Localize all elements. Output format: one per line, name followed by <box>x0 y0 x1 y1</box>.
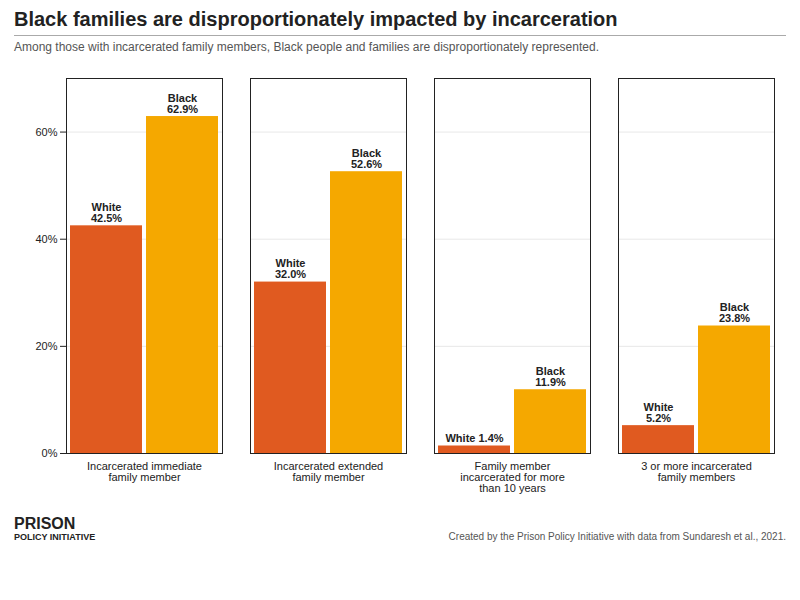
svg-text:Black11.9%: Black11.9% <box>535 365 566 388</box>
html-text:Created by the Prison Policy I: Created by the Prison Policy Initiative … <box>448 531 786 543</box>
svg-text:White5.2%: White5.2% <box>644 401 674 424</box>
svg-text:40%: 40% <box>35 233 57 245</box>
svg-text:White32.0%: White32.0% <box>275 257 306 280</box>
svg-text:Family memberincarcerated for: Family memberincarcerated for morethan 1… <box>460 460 565 494</box>
svg-text:20%: 20% <box>35 340 57 352</box>
html-text:POLICY INITIATIVE: POLICY INITIATIVE <box>14 531 96 542</box>
svg-text:Black23.8%: Black23.8% <box>719 301 750 324</box>
html-text:PRISON: PRISON <box>14 515 76 532</box>
svg-text:Black62.9%: Black62.9% <box>167 92 198 115</box>
svg-text:White 1.4%: White 1.4% <box>445 432 503 444</box>
svg-text:0%: 0% <box>42 447 58 459</box>
svg-text:White42.5%: White42.5% <box>91 201 122 224</box>
svg-text:Incarcerated extendedfamily me: Incarcerated extendedfamily member <box>274 460 383 483</box>
svg-text:60%: 60% <box>35 126 57 138</box>
svg-text:Black52.6%: Black52.6% <box>351 147 382 170</box>
svg-text:3 or more incarceratedfamily m: 3 or more incarceratedfamily members <box>641 460 752 483</box>
svg-text:Incarcerated immediatefamily m: Incarcerated immediatefamily member <box>87 460 202 483</box>
html-text:Among those with incarcerated: Among those with incarcerated family mem… <box>14 40 599 54</box>
html-text:Black families are disproporti: Black families are disproportionately im… <box>14 8 618 30</box>
